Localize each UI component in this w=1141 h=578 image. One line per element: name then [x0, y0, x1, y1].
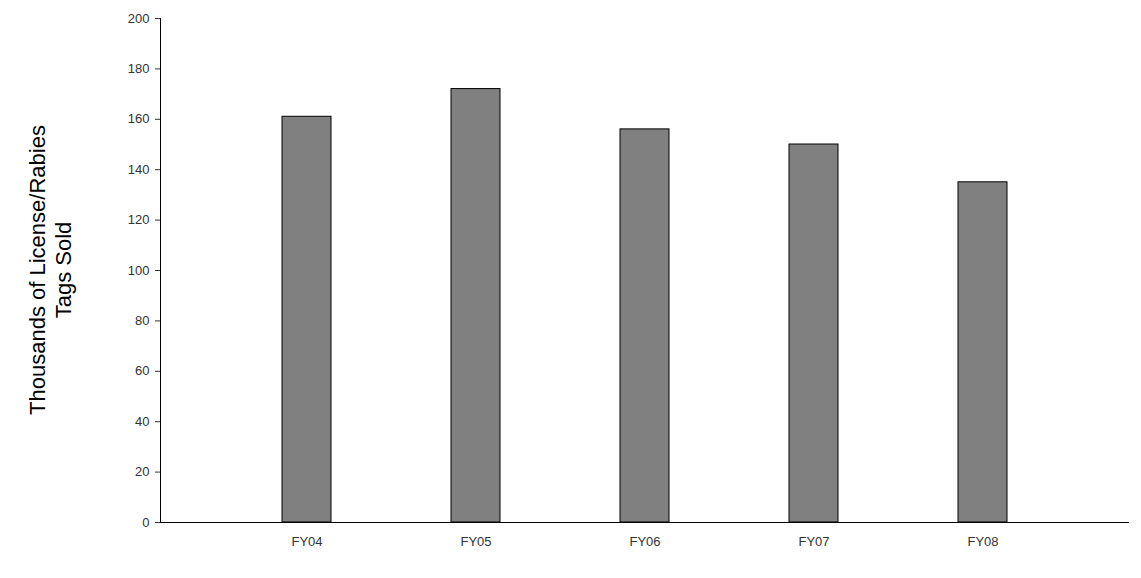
- svg-text:FY05: FY05: [460, 534, 491, 549]
- svg-text:60: 60: [135, 363, 149, 378]
- svg-text:40: 40: [135, 414, 149, 429]
- svg-text:120: 120: [128, 212, 150, 227]
- svg-text:100: 100: [128, 263, 150, 278]
- svg-text:FY04: FY04: [291, 534, 322, 549]
- svg-text:FY07: FY07: [798, 534, 829, 549]
- svg-text:0: 0: [142, 515, 149, 530]
- svg-text:200: 200: [128, 11, 150, 26]
- svg-text:140: 140: [128, 162, 150, 177]
- svg-text:Thousands of License/RabiesTag: Thousands of License/RabiesTags Sold: [25, 125, 76, 415]
- svg-text:20: 20: [135, 464, 149, 479]
- svg-text:FY06: FY06: [629, 534, 660, 549]
- svg-text:FY08: FY08: [967, 534, 998, 549]
- svg-text:180: 180: [128, 61, 150, 76]
- svg-text:80: 80: [135, 313, 149, 328]
- svg-text:160: 160: [128, 111, 150, 126]
